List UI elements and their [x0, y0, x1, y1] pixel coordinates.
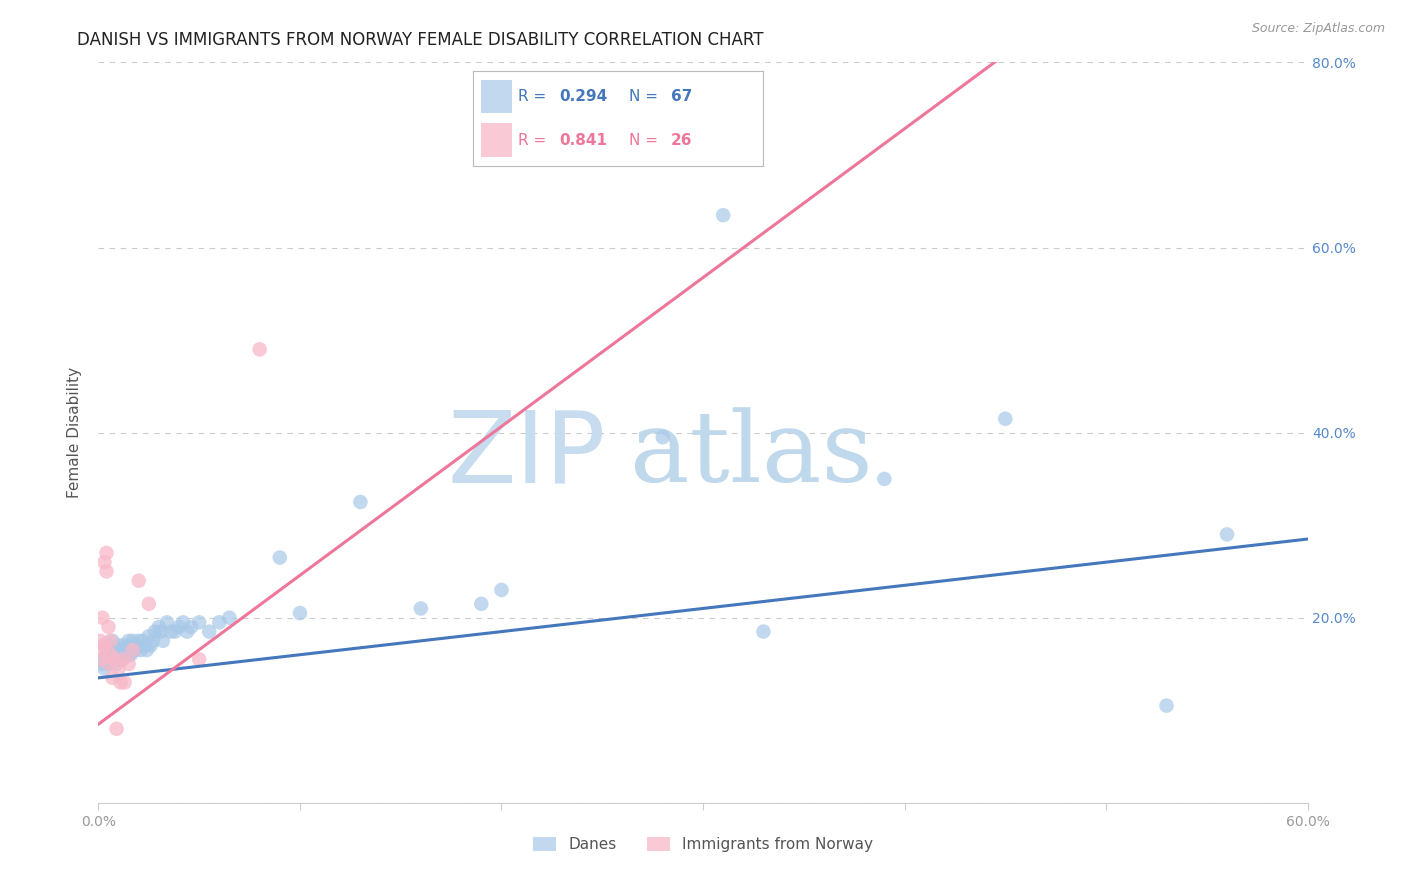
Point [103, 643, 125, 657]
Point [91, 610, 114, 624]
Point [148, 620, 170, 634]
Point [409, 601, 432, 615]
Point [105, 657, 128, 671]
Point [111, 643, 134, 657]
Point [651, 430, 673, 444]
Point [107, 652, 129, 666]
Point [138, 629, 160, 643]
Point [160, 624, 183, 639]
Point [100, 639, 122, 653]
Point [269, 550, 291, 565]
Text: DANISH VS IMMIGRANTS FROM NORWAY FEMALE DISABILITY CORRELATION CHART: DANISH VS IMMIGRANTS FROM NORWAY FEMALE … [77, 31, 763, 49]
Point [91, 643, 114, 657]
Point [114, 675, 136, 690]
Point [96, 546, 118, 560]
Text: atlas: atlas [630, 407, 873, 503]
Point [100, 648, 122, 662]
Point [491, 582, 513, 597]
Point [93, 662, 115, 676]
Point [134, 639, 156, 653]
Point [711, 208, 734, 222]
Point [132, 633, 155, 648]
Point [89, 652, 111, 666]
Point [89, 652, 111, 666]
Point [89, 633, 111, 648]
Point [105, 722, 128, 736]
Point [752, 624, 775, 639]
Point [110, 648, 132, 662]
Legend: Danes, Immigrants from Norway: Danes, Immigrants from Norway [527, 830, 879, 858]
Point [180, 620, 202, 634]
Point [470, 597, 492, 611]
Point [120, 639, 142, 653]
Point [110, 639, 132, 653]
Point [349, 495, 371, 509]
Point [111, 652, 134, 666]
Point [111, 652, 134, 666]
Point [97, 620, 120, 634]
Point [124, 643, 146, 657]
Point [128, 574, 150, 588]
Point [120, 648, 142, 662]
Point [100, 633, 122, 648]
Point [208, 615, 231, 630]
Point [873, 472, 896, 486]
Point [91, 657, 114, 671]
Point [115, 643, 138, 657]
Point [198, 624, 221, 639]
Point [139, 639, 162, 653]
Point [129, 643, 152, 657]
Point [96, 652, 118, 666]
Point [125, 639, 148, 653]
Point [100, 652, 122, 666]
Point [96, 648, 118, 662]
Point [105, 648, 128, 662]
Point [692, 148, 714, 162]
Point [288, 606, 311, 620]
Point [118, 657, 141, 671]
Point [149, 624, 172, 639]
Point [218, 610, 240, 624]
Point [121, 633, 143, 648]
Point [101, 648, 124, 662]
Point [249, 343, 271, 357]
Point [93, 555, 115, 569]
Point [107, 662, 129, 676]
Point [143, 624, 166, 639]
Point [118, 633, 141, 648]
Point [128, 633, 150, 648]
Point [110, 675, 132, 690]
Point [152, 633, 174, 648]
Point [101, 671, 124, 685]
Point [97, 643, 120, 657]
Point [188, 615, 211, 630]
Point [156, 615, 179, 630]
Y-axis label: Female Disability: Female Disability [66, 367, 82, 499]
Point [121, 643, 143, 657]
Point [118, 648, 141, 662]
Point [163, 624, 186, 639]
Point [93, 639, 115, 653]
Point [176, 624, 198, 639]
Point [188, 652, 211, 666]
Text: ZIP: ZIP [449, 407, 606, 503]
Point [114, 639, 136, 653]
Text: Source: ZipAtlas.com: Source: ZipAtlas.com [1251, 22, 1385, 36]
Point [994, 411, 1017, 425]
Point [142, 633, 165, 648]
Point [103, 652, 125, 666]
Point [1156, 698, 1178, 713]
Point [103, 652, 125, 666]
Point [96, 565, 118, 579]
Point [135, 643, 157, 657]
Point [167, 620, 190, 634]
Point [97, 657, 120, 671]
Point [1216, 527, 1239, 541]
Point [107, 643, 129, 657]
Point [93, 639, 115, 653]
Point [101, 633, 124, 648]
Point [138, 597, 160, 611]
Point [97, 657, 120, 671]
Point [172, 615, 194, 630]
